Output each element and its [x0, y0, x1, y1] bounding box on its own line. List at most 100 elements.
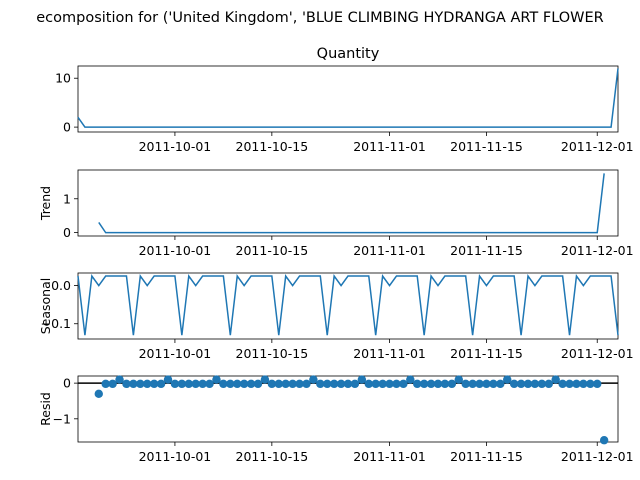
- resid-point: [246, 379, 256, 389]
- observed-xtick-label: 2011-10-15: [236, 139, 309, 154]
- resid-point: [219, 379, 228, 389]
- resid-point: [579, 379, 588, 389]
- observed-series-line: [77, 68, 619, 128]
- resid-point: [136, 379, 145, 389]
- resid-point: [364, 379, 373, 389]
- resid-point: [392, 379, 401, 389]
- resid-point: [309, 375, 318, 384]
- resid-point: [426, 379, 436, 389]
- resid-point: [503, 375, 512, 384]
- resid-point: [516, 379, 526, 389]
- resid-xtick-label: 2011-11-15: [450, 449, 523, 464]
- resid-point: [212, 375, 221, 384]
- resid-point: [316, 379, 325, 389]
- resid-ytick-label: −1: [53, 411, 71, 426]
- resid-point: [143, 379, 152, 389]
- resid-point: [461, 379, 470, 389]
- resid-point: [122, 379, 131, 389]
- resid-point: [447, 379, 457, 389]
- resid-point: [184, 379, 193, 389]
- resid-point: [274, 379, 283, 389]
- trend-xtick-label: 2011-10-15: [236, 243, 309, 258]
- resid-point: [233, 379, 242, 389]
- resid-point: [226, 379, 235, 389]
- resid-point: [205, 379, 214, 389]
- resid-point: [413, 379, 422, 389]
- resid-point: [350, 379, 360, 389]
- resid-xtick-label: 2011-10-01: [139, 449, 212, 464]
- resid-point: [378, 379, 387, 389]
- resid-xtick-label: 2011-10-15: [236, 449, 309, 464]
- observed-title: Quantity: [317, 46, 380, 62]
- resid-point: [108, 379, 117, 389]
- resid-point: [281, 379, 290, 389]
- resid-point: [191, 379, 200, 389]
- observed-xtick-label: 2011-11-15: [450, 139, 523, 154]
- resid-point: [323, 379, 332, 389]
- resid-point: [565, 379, 574, 389]
- seasonal-xtick-label: 2011-10-15: [236, 346, 309, 361]
- resid-point: [115, 375, 124, 384]
- resid-point: [454, 375, 463, 384]
- resid-point: [129, 379, 138, 389]
- resid-ytick-label: 0: [63, 376, 71, 391]
- observed-ytick-label: 0: [63, 120, 71, 135]
- panel-resid: Resid 0 −1 2011-10-01 2011-10-15 2011-11-01 20…: [38, 375, 634, 464]
- resid-axes-frame: [77, 375, 619, 443]
- observed-axes-frame: [77, 65, 619, 133]
- resid-point: [170, 379, 180, 389]
- seasonal-xtick-label: 2011-11-15: [450, 346, 523, 361]
- resid-point: [302, 379, 311, 389]
- resid-point: [156, 379, 166, 389]
- trend-series-line: [98, 173, 605, 234]
- trend-ytick-label: 0: [63, 225, 71, 240]
- trend-ytick-label: 1: [63, 191, 71, 206]
- panel-observed: Quantity 0 10 2011-10-01 2011-10-15 2011-11-0…: [55, 46, 633, 154]
- resid-point: [336, 379, 346, 389]
- resid-point: [371, 379, 380, 389]
- observed-xtick-label: 2011-12-01: [561, 139, 634, 154]
- resid-point: [433, 379, 443, 389]
- resid-ylabel: Resid: [38, 392, 53, 426]
- resid-point: [343, 379, 353, 389]
- resid-point: [267, 379, 277, 389]
- resid-point: [163, 375, 173, 384]
- resid-point: [544, 379, 553, 389]
- observed-xtick-label: 2011-11-01: [353, 139, 426, 154]
- resid-point: [329, 379, 339, 389]
- observed-ytick-label: 10: [55, 71, 71, 86]
- resid-point: [572, 379, 581, 389]
- resid-point: [94, 389, 103, 399]
- resid-point: [558, 379, 567, 389]
- resid-xtick-label: 2011-11-01: [353, 449, 426, 464]
- seasonal-axes-frame: [77, 272, 619, 340]
- resid-point: [177, 379, 187, 389]
- resid-point: [149, 379, 159, 389]
- seasonal-ytick-label: 0.0: [51, 278, 71, 293]
- resid-point: [440, 379, 450, 389]
- resid-point: [530, 379, 540, 389]
- trend-xtick-label: 2011-10-01: [139, 243, 212, 258]
- seasonal-xtick-label: 2011-10-01: [139, 346, 212, 361]
- resid-point: [288, 379, 297, 389]
- seasonal-xtick-label: 2011-11-01: [353, 346, 426, 361]
- trend-xtick-label: 2011-12-01: [561, 243, 634, 258]
- resid-point: [509, 379, 519, 389]
- resid-point: [101, 379, 110, 389]
- seasonal-ytick-label: −0.1: [41, 316, 71, 331]
- resid-point: [253, 379, 263, 389]
- trend-xtick-label: 2011-11-01: [353, 243, 426, 258]
- resid-point: [586, 379, 595, 389]
- resid-point: [406, 375, 415, 384]
- resid-point: [239, 379, 249, 389]
- resid-point: [551, 375, 560, 384]
- resid-point: [537, 379, 547, 389]
- resid-point: [496, 379, 505, 389]
- resid-point: [260, 375, 270, 384]
- resid-xtick-label: 2011-12-01: [561, 449, 634, 464]
- trend-ylabel: Trend: [38, 186, 53, 221]
- resid-point: [475, 379, 484, 389]
- seasonal-ylabel: Seasonal: [38, 278, 53, 335]
